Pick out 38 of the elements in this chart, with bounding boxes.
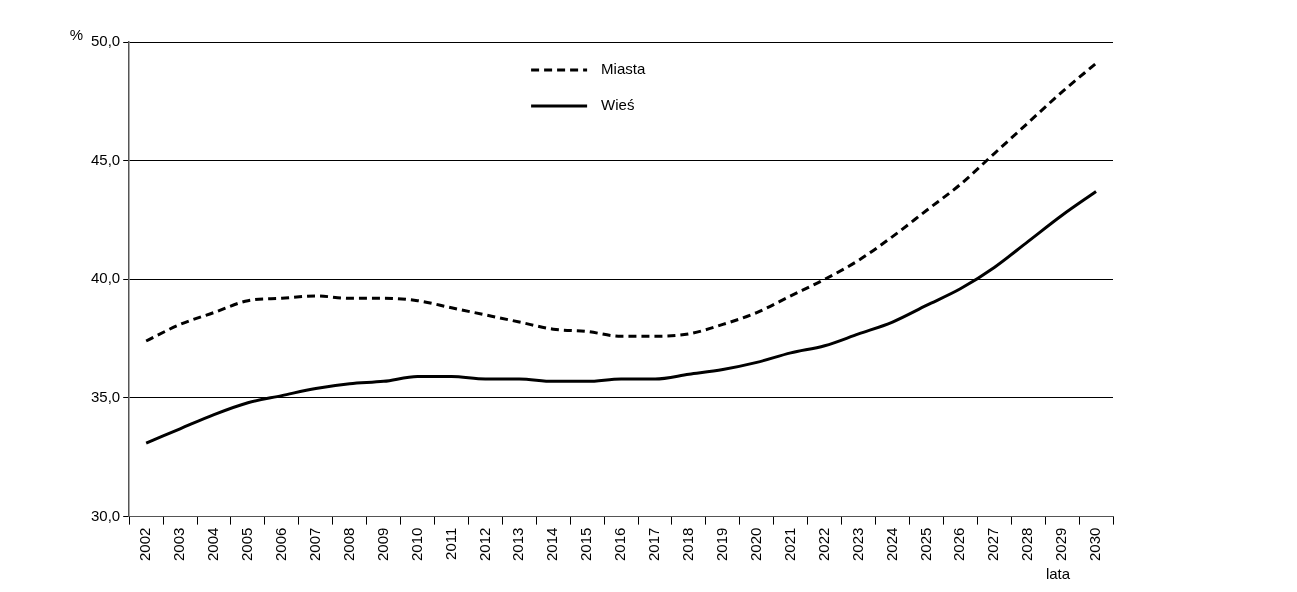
x-tick-label: 2006 [271,527,289,562]
x-tick-label: 2019 [713,527,731,562]
legend-label: Miasta [601,60,646,78]
y-tick-label: 50,0 [90,32,121,50]
x-tick-label: 2013 [509,527,527,562]
x-tick-label: 2026 [950,527,968,562]
y-tick-label: 45,0 [90,150,121,168]
y-tick-label: 30,0 [90,506,121,524]
x-tick-label: 2011 [441,527,459,560]
y-tick-label: 40,0 [90,269,121,287]
x-tick-label: 2029 [1052,527,1070,562]
x-tick-label: 2008 [339,527,357,562]
x-tick-label: 2023 [848,527,866,562]
x-tick-label: 2016 [611,527,629,562]
legend-label: Wieś [601,96,635,114]
x-tick-label: 2018 [679,527,697,562]
x-tick-label: 2030 [1086,527,1104,562]
x-tick-label: 2004 [204,527,222,562]
x-tick-label: 2024 [882,527,900,562]
x-tick-label: 2025 [916,527,934,562]
y-tick-label: 35,0 [90,388,121,406]
x-tick-label: 2012 [475,527,493,562]
x-tick-label: 2005 [238,527,256,562]
x-tick-label: 2009 [373,527,391,562]
x-tick-label: 2015 [577,527,595,562]
x-tick-label: 2002 [136,527,154,562]
x-tick-label: 2017 [645,527,663,562]
x-tick-label: 2014 [543,527,561,562]
x-tick-label: 2021 [780,527,798,562]
x-tick-label: 2003 [170,527,188,562]
x-tick-label: 2010 [407,527,425,562]
x-tick-label: 2022 [814,527,832,562]
x-axis-title: lata [1045,564,1071,582]
x-tick-label: 2007 [305,527,323,562]
x-tick-label: 2020 [746,527,764,562]
x-tick-label: 2027 [984,527,1002,562]
x-tick-label: 2028 [1018,527,1036,562]
y-axis-title: % [69,25,84,43]
